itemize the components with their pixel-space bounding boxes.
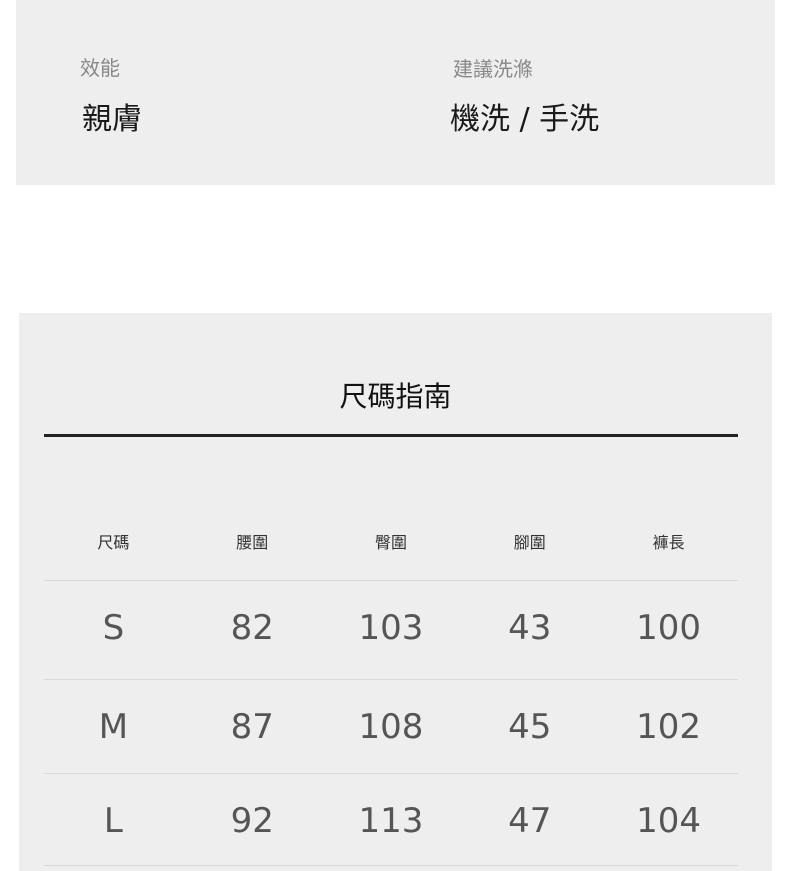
table-row: S 82 103 43 100 <box>44 580 738 674</box>
attribute-value: 親膚 <box>82 102 142 137</box>
cell: 45 <box>508 707 552 747</box>
header-cell: 腰圍 <box>236 533 269 552</box>
title-divider <box>44 434 738 437</box>
size-guide-panel: 尺碼指南 尺碼 腰圍 臀圍 腳圍 褲長 S 82 103 43 100 M 87 108 45… <box>19 313 772 871</box>
table-row: L 92 113 47 104 <box>44 773 738 867</box>
cell: 82 <box>230 608 274 648</box>
attribute-label: 效能 <box>80 56 120 80</box>
cell: 102 <box>636 707 702 747</box>
size-guide-title: 尺碼指南 <box>339 380 452 413</box>
header-cell: 褲長 <box>652 533 685 552</box>
header-cell: 尺碼 <box>97 533 130 552</box>
cell: 92 <box>230 801 274 841</box>
table-header: 尺碼 腰圍 臀圍 腳圍 褲長 <box>44 529 738 553</box>
cell: S <box>102 608 125 648</box>
cell: 103 <box>358 608 424 648</box>
cell: 87 <box>230 707 274 747</box>
attribute-label: 建議洗滌 <box>453 57 533 81</box>
cell: 47 <box>508 801 552 841</box>
row-divider <box>44 865 738 866</box>
cell: 100 <box>636 608 702 648</box>
cell: 104 <box>636 801 702 841</box>
table-row: M 87 108 45 102 <box>44 679 738 773</box>
header-cell: 腳圍 <box>513 533 546 552</box>
attribute-value: 機洗 / 手洗 <box>450 102 600 137</box>
cell: 43 <box>508 608 552 648</box>
cell: M <box>98 707 129 747</box>
product-attributes-panel: 效能 親膚 建議洗滌 機洗 / 手洗 <box>16 0 775 185</box>
cell: 108 <box>358 707 424 747</box>
header-cell: 臀圍 <box>374 533 407 552</box>
cell: 113 <box>358 801 424 841</box>
cell: L <box>103 801 123 841</box>
